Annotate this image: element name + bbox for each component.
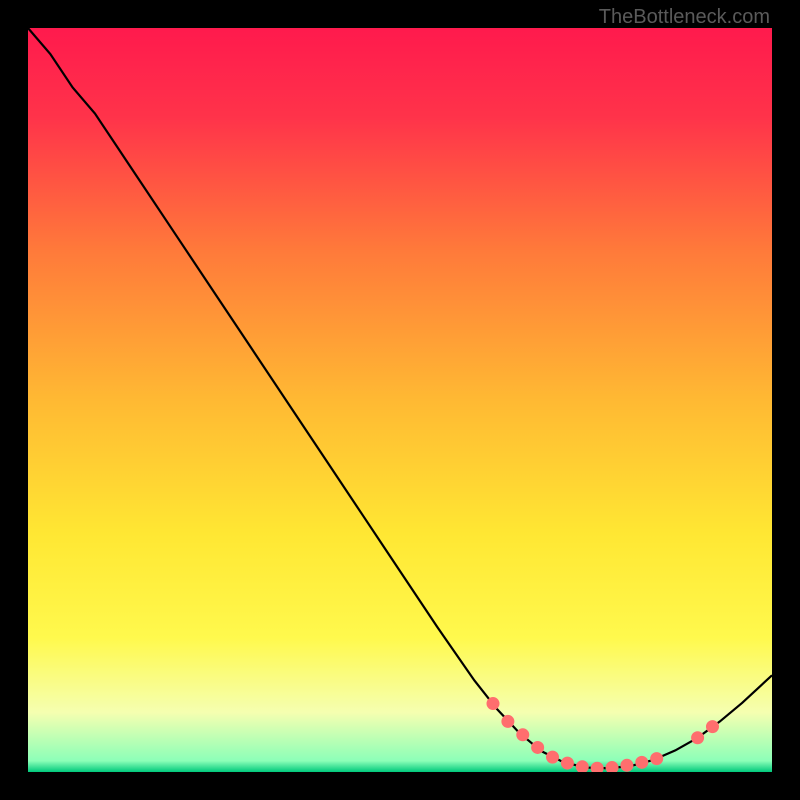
data-marker [532,741,544,753]
data-marker [502,715,514,727]
chart-plot-area [28,28,772,772]
data-marker [636,756,648,768]
data-marker [547,751,559,763]
data-marker [621,759,633,771]
bottleneck-curve [28,28,772,768]
data-marker [606,762,618,772]
data-marker [706,721,718,733]
data-marker [561,757,573,769]
attribution-text: TheBottleneck.com [599,6,770,29]
data-markers [487,698,718,772]
data-marker [517,729,529,741]
data-marker [591,762,603,772]
data-marker [651,753,663,765]
data-marker [692,732,704,744]
chart-svg-layer [28,28,772,772]
data-marker [487,698,499,710]
data-marker [576,761,588,772]
